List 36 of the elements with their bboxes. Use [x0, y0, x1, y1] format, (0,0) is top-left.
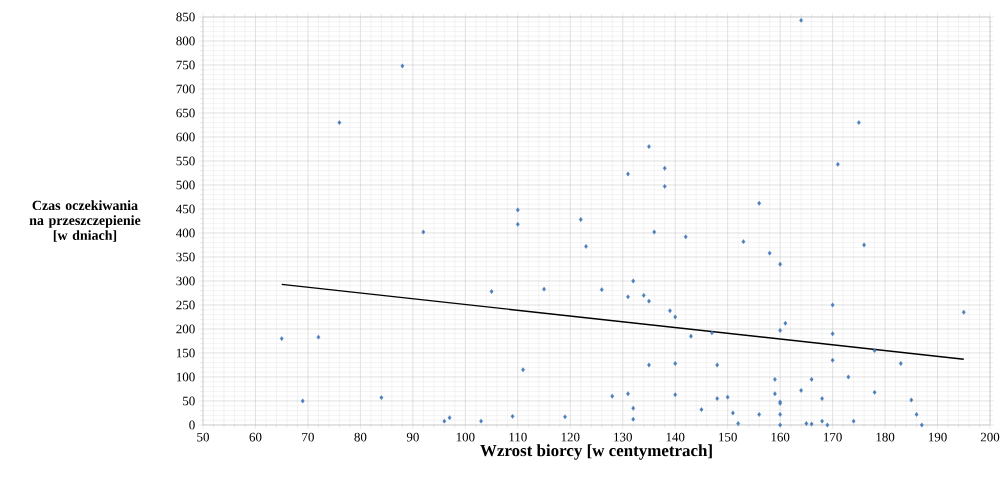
x-tick-label: 150 — [719, 432, 737, 442]
y-tick-label: 200 — [176, 324, 195, 334]
y-tick-label: 750 — [176, 60, 195, 70]
x-tick-label: 70 — [302, 432, 314, 442]
y-tick-label: 250 — [176, 300, 195, 310]
x-tick-label: 100 — [456, 432, 475, 442]
y-tick-label: 0 — [189, 420, 195, 430]
y-tick-label: 700 — [176, 84, 195, 94]
y-tick-label: 350 — [176, 252, 195, 262]
y-axis-title: Czas oczekiwania na przeszczepienie [w dniach] — [29, 200, 141, 242]
x-tick-label: 50 — [197, 432, 209, 442]
x-tick-label: 130 — [614, 432, 632, 442]
y-tick-label: 100 — [176, 372, 195, 382]
y-tick-label: 600 — [176, 132, 195, 142]
y-tick-label: 850 — [176, 12, 195, 22]
x-tick-label: 180 — [876, 432, 895, 442]
y-tick-label: 150 — [176, 348, 195, 358]
x-tick-label: 190 — [928, 432, 947, 442]
y-tick-label: 800 — [176, 36, 195, 46]
x-tick-label: 60 — [249, 432, 262, 442]
x-tick-label: 170 — [824, 432, 842, 442]
x-axis-title: Wzrost biorcy [w centymetrach] — [480, 444, 712, 460]
y-tick-label: 450 — [176, 204, 195, 214]
x-tick-label: 160 — [771, 432, 790, 442]
y-tick-label: 300 — [176, 276, 195, 286]
y-tick-label: 400 — [176, 228, 195, 238]
y-tick-label: 500 — [176, 180, 195, 190]
y-tick-label: 550 — [176, 156, 195, 166]
x-tick-label: 200 — [980, 432, 1000, 442]
x-tick-label: 90 — [406, 432, 419, 442]
x-tick-label: 110 — [509, 432, 527, 442]
y-tick-label: 650 — [176, 108, 195, 118]
x-tick-label: 140 — [666, 432, 685, 442]
y-tick-label: 50 — [183, 396, 195, 406]
x-tick-label: 80 — [354, 432, 367, 442]
x-tick-label: 120 — [561, 432, 580, 442]
